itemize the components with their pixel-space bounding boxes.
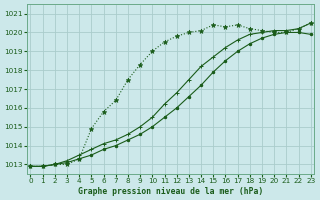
X-axis label: Graphe pression niveau de la mer (hPa): Graphe pression niveau de la mer (hPa) [78, 187, 263, 196]
